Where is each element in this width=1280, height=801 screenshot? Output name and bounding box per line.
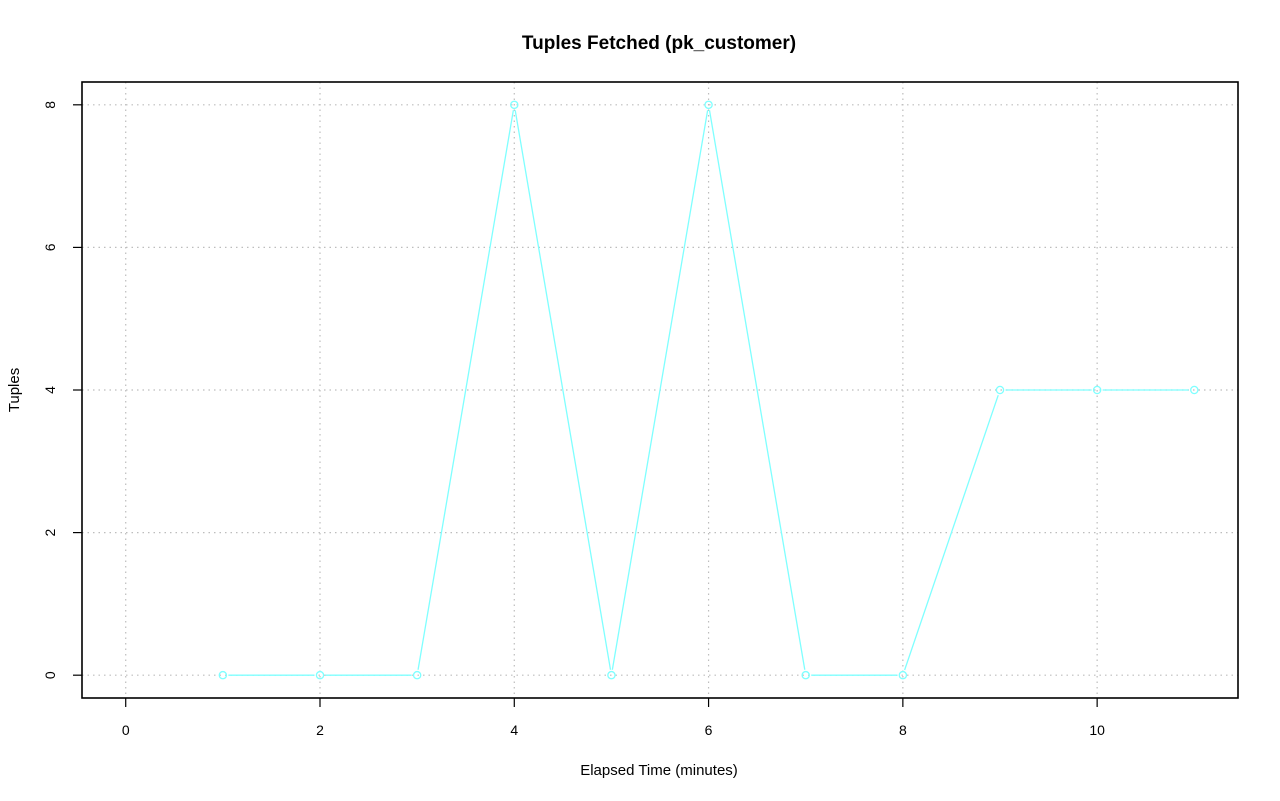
y-axis-label: Tuples bbox=[6, 368, 23, 412]
x-tick-label: 8 bbox=[899, 722, 907, 738]
y-tick-label: 2 bbox=[42, 528, 58, 536]
x-axis: 0 2 4 6 8 10 bbox=[122, 698, 1105, 738]
data-point bbox=[1092, 385, 1102, 395]
data-point bbox=[218, 670, 228, 680]
y-tick-label: 4 bbox=[42, 386, 58, 394]
y-tick-label: 8 bbox=[42, 101, 58, 109]
data-point bbox=[704, 100, 713, 110]
x-tick-label: 0 bbox=[122, 722, 130, 738]
data-point bbox=[412, 670, 422, 680]
data-point bbox=[1190, 385, 1199, 395]
x-tick-label: 10 bbox=[1089, 722, 1105, 738]
series-layer bbox=[218, 100, 1199, 680]
x-axis-label: Elapsed Time (minutes) bbox=[580, 762, 738, 779]
y-tick-label: 6 bbox=[42, 243, 58, 251]
data-point bbox=[510, 100, 519, 110]
data-point bbox=[995, 385, 1005, 395]
series-line-segment bbox=[417, 110, 515, 670]
y-tick-label: 0 bbox=[42, 671, 58, 679]
series-line-segment bbox=[611, 110, 709, 670]
chart-title: Tuples Fetched (pk_customer) bbox=[522, 33, 796, 54]
x-tick-label: 2 bbox=[316, 722, 324, 738]
series-line-segment bbox=[708, 110, 806, 670]
data-point bbox=[315, 670, 325, 680]
data-point bbox=[607, 670, 616, 680]
y-axis: 0 2 4 6 8 bbox=[42, 101, 82, 679]
series-line-segment bbox=[514, 110, 612, 670]
x-tick-label: 6 bbox=[705, 722, 713, 738]
series-line-segment bbox=[904, 394, 999, 671]
data-point bbox=[801, 670, 810, 680]
data-point bbox=[898, 670, 908, 680]
x-tick-label: 4 bbox=[510, 722, 518, 738]
